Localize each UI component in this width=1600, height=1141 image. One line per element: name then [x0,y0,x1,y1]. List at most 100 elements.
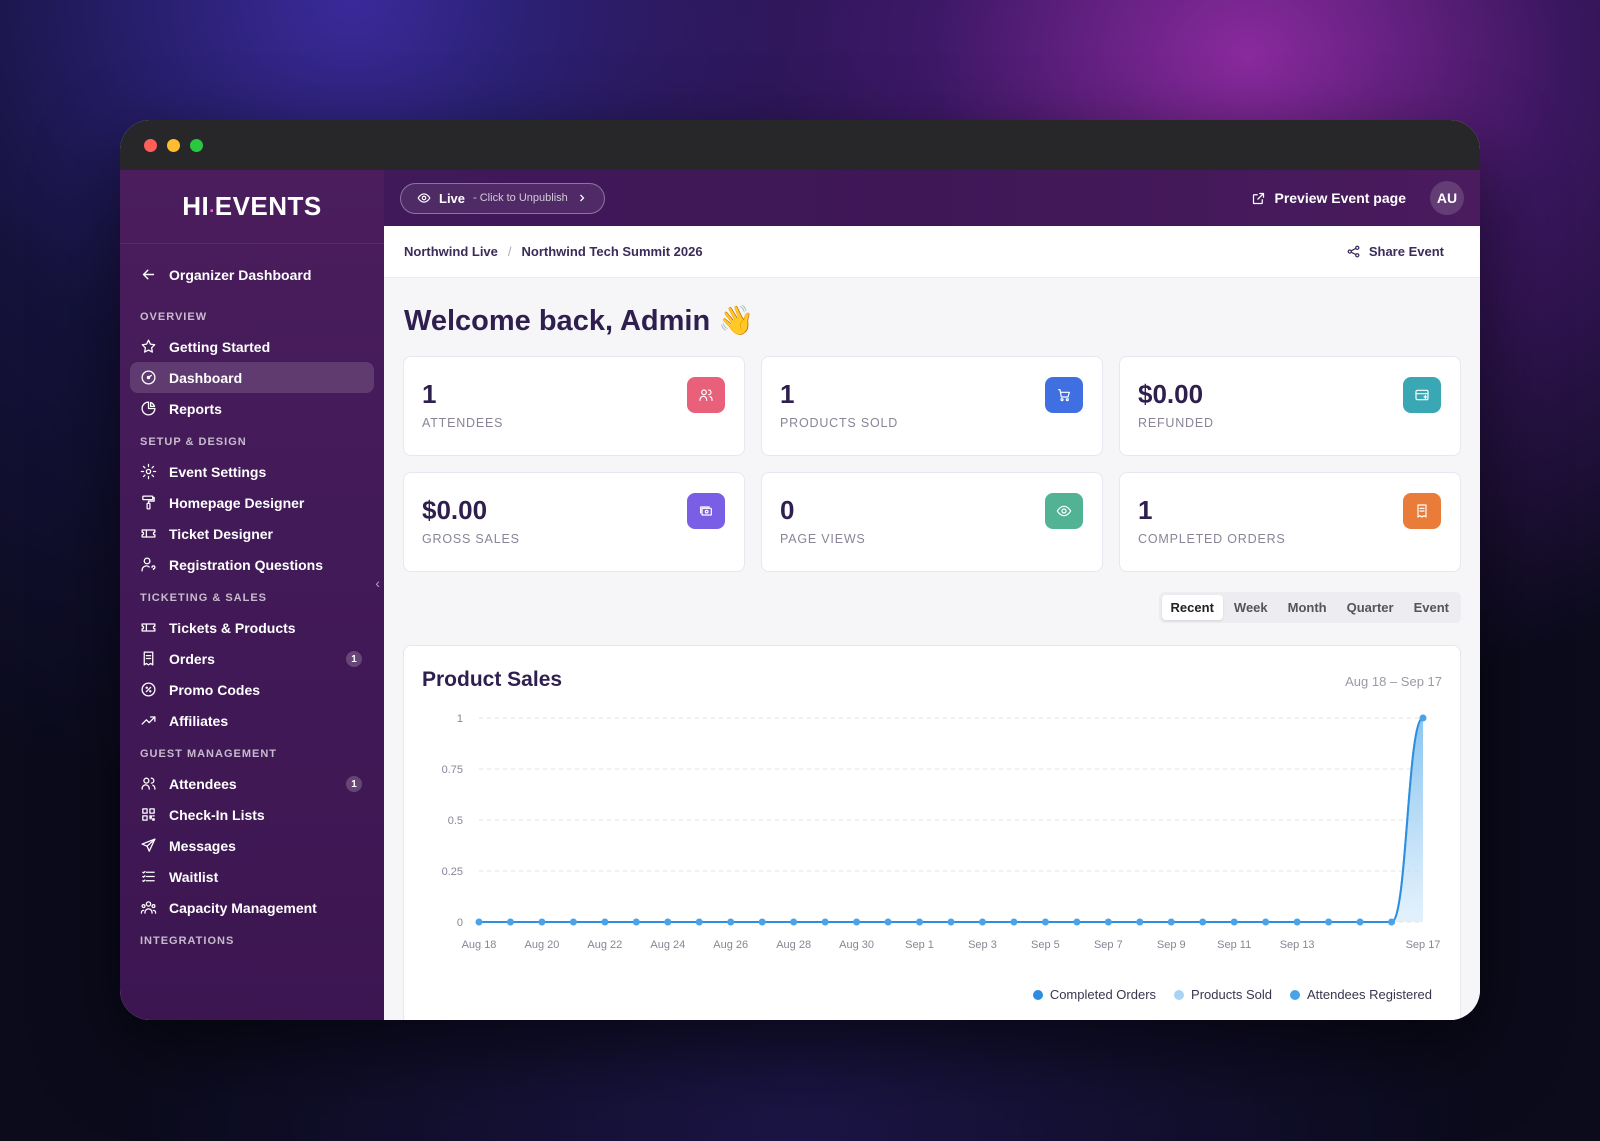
sidebar-item-event-settings[interactable]: Event Settings [130,456,374,487]
stat-label: PRODUCTS SOLD [780,416,899,430]
tab-month[interactable]: Month [1287,600,1327,615]
logo-text-main: HI [182,191,210,221]
send-icon [141,838,156,852]
minimize-window-button[interactable] [167,138,180,152]
sidebar-item-label: Orders [169,650,215,667]
ticket-icon [141,529,156,538]
stat-card-refunded: $0.00 REFUNDED [1119,356,1461,456]
stat-value: 1 [780,379,795,409]
sidebar-item-label: Capacity Management [169,899,317,916]
sidebar-item-check-in-lists[interactable]: Check-In Lists [130,799,374,830]
breadcrumb-event: Northwind Tech Summit 2026 [521,244,703,259]
breadcrumb-organizer-link[interactable]: Northwind Live [404,244,498,259]
sidebar-item-label: Dashboard [169,369,243,386]
data-point [790,918,798,926]
x-tick-label: Sep 1 [905,939,934,951]
chart-title: Product Sales [422,668,563,691]
live-status-toggle[interactable]: Live - Click to Unpublish [400,182,605,214]
y-tick-label: 0.25 [442,866,463,878]
maximize-window-button[interactable] [190,138,203,152]
sidebar-item-registration-questions[interactable]: Registration Questions [130,549,374,580]
stat-icon-badge [1403,493,1441,529]
x-tick-label: Aug 26 [713,939,748,951]
legend-swatch [1174,989,1185,1000]
sidebar: HI. EVENTS Organizer Dashboard OVERVIEW Ge… [120,170,384,1020]
stat-icon-badge [687,377,725,413]
stat-value: 0 [780,495,795,525]
eye-icon [417,193,431,203]
users-icon [141,777,156,790]
sidebar-item-capacity-management[interactable]: Capacity Management [130,892,374,923]
date-range-tabs: Recent Week Month Quarter Event [1158,592,1461,623]
stat-card-completed-orders: 1 COMPLETED ORDERS [1119,472,1461,572]
legend-label: Products Sold [1191,987,1272,1002]
stat-value: $0.00 [422,495,488,525]
logo[interactable]: HI. EVENTS [120,170,384,244]
preview-event-page-label: Preview Event page [1274,190,1406,206]
list-icon [142,870,155,883]
collapse-sidebar-chevron-icon[interactable]: ‹ [375,575,380,591]
legend-item[interactable]: Completed Orders [1032,987,1156,1002]
preview-event-page-link[interactable]: Preview Event page [1251,190,1406,206]
sidebar-nav: Organizer Dashboard OVERVIEW Getting Star… [120,244,384,955]
sidebar-item-waitlist[interactable]: Waitlist [130,861,374,892]
share-event-button[interactable]: Share Event [1346,244,1444,259]
legend-item[interactable]: Products Sold [1174,987,1272,1002]
share-icon [1347,245,1360,258]
breadcrumb: Northwind Live / Northwind Tech Summit 2… [404,244,703,259]
sidebar-item-homepage-designer[interactable]: Homepage Designer [130,487,374,518]
data-point [1136,918,1144,926]
x-tick-label: Aug 22 [587,939,622,951]
sidebar-item-attendees[interactable]: Attendees 1 [130,768,374,799]
sidebar-section-title: GUEST MANAGEMENT [140,748,277,760]
chart-legend: Completed Orders Products Sold Attendees R… [1032,987,1432,1002]
sidebar-section-title: TICKETING & SALES [140,592,268,604]
topbar: Live - Click to Unpublish Preview Event … [384,170,1480,226]
sidebar-item-orders[interactable]: Orders 1 [130,643,374,674]
sidebar-item-affiliates[interactable]: Affiliates [130,705,374,736]
tab-recent[interactable]: Recent [1161,595,1223,620]
live-label: Live [439,190,466,206]
share-event-label: Share Event [1368,244,1444,259]
data-point [475,918,483,926]
tab-event[interactable]: Event [1413,600,1449,615]
sidebar-item-label: Affiliates [169,712,229,729]
sidebar-item-reports[interactable]: Reports [130,393,374,424]
sidebar-item-ticket-designer[interactable]: Ticket Designer [130,518,374,549]
count-badge: 1 [346,651,362,667]
user-avatar[interactable]: AU [1430,181,1464,215]
stat-label: COMPLETED ORDERS [1138,532,1286,546]
data-point [916,918,924,926]
sidebar-item-getting-started[interactable]: Getting Started [130,331,374,362]
sidebar-item-tickets-products[interactable]: Tickets & Products [130,612,374,643]
discount-icon [141,682,156,697]
data-point [538,918,546,926]
content-area: Northwind Live / Northwind Tech Summit 2… [384,226,1480,1020]
data-point [947,918,955,926]
data-point [727,918,735,926]
data-point [1073,918,1081,926]
data-point [758,918,766,926]
tab-quarter[interactable]: Quarter [1346,600,1394,615]
app-window: HI. EVENTS Organizer Dashboard OVERVIEW Ge… [120,120,1480,1020]
data-point [1262,918,1270,926]
x-tick-label: Aug 30 [839,939,874,951]
y-tick-label: 0 [457,917,463,929]
gauge-icon [141,370,156,385]
qr-code-icon [142,808,155,821]
organizer-dashboard-link[interactable]: Organizer Dashboard [130,258,374,291]
sidebar-item-promo-codes[interactable]: Promo Codes [130,674,374,705]
data-point [632,918,640,926]
tab-week[interactable]: Week [1233,600,1268,615]
stat-label: PAGE VIEWS [780,532,866,546]
sidebar-item-dashboard[interactable]: Dashboard [130,362,374,393]
pie-chart-icon [141,401,156,416]
legend-item[interactable]: Attendees Registered [1289,987,1432,1002]
eye-icon [1056,505,1072,517]
legend-swatch [1289,989,1300,1000]
close-window-button[interactable] [144,138,157,152]
sidebar-item-messages[interactable]: Messages [130,830,374,861]
data-point [1167,918,1175,926]
x-tick-label: Sep 11 [1217,939,1251,951]
main-area: Live - Click to Unpublish Preview Event … [384,170,1480,1020]
